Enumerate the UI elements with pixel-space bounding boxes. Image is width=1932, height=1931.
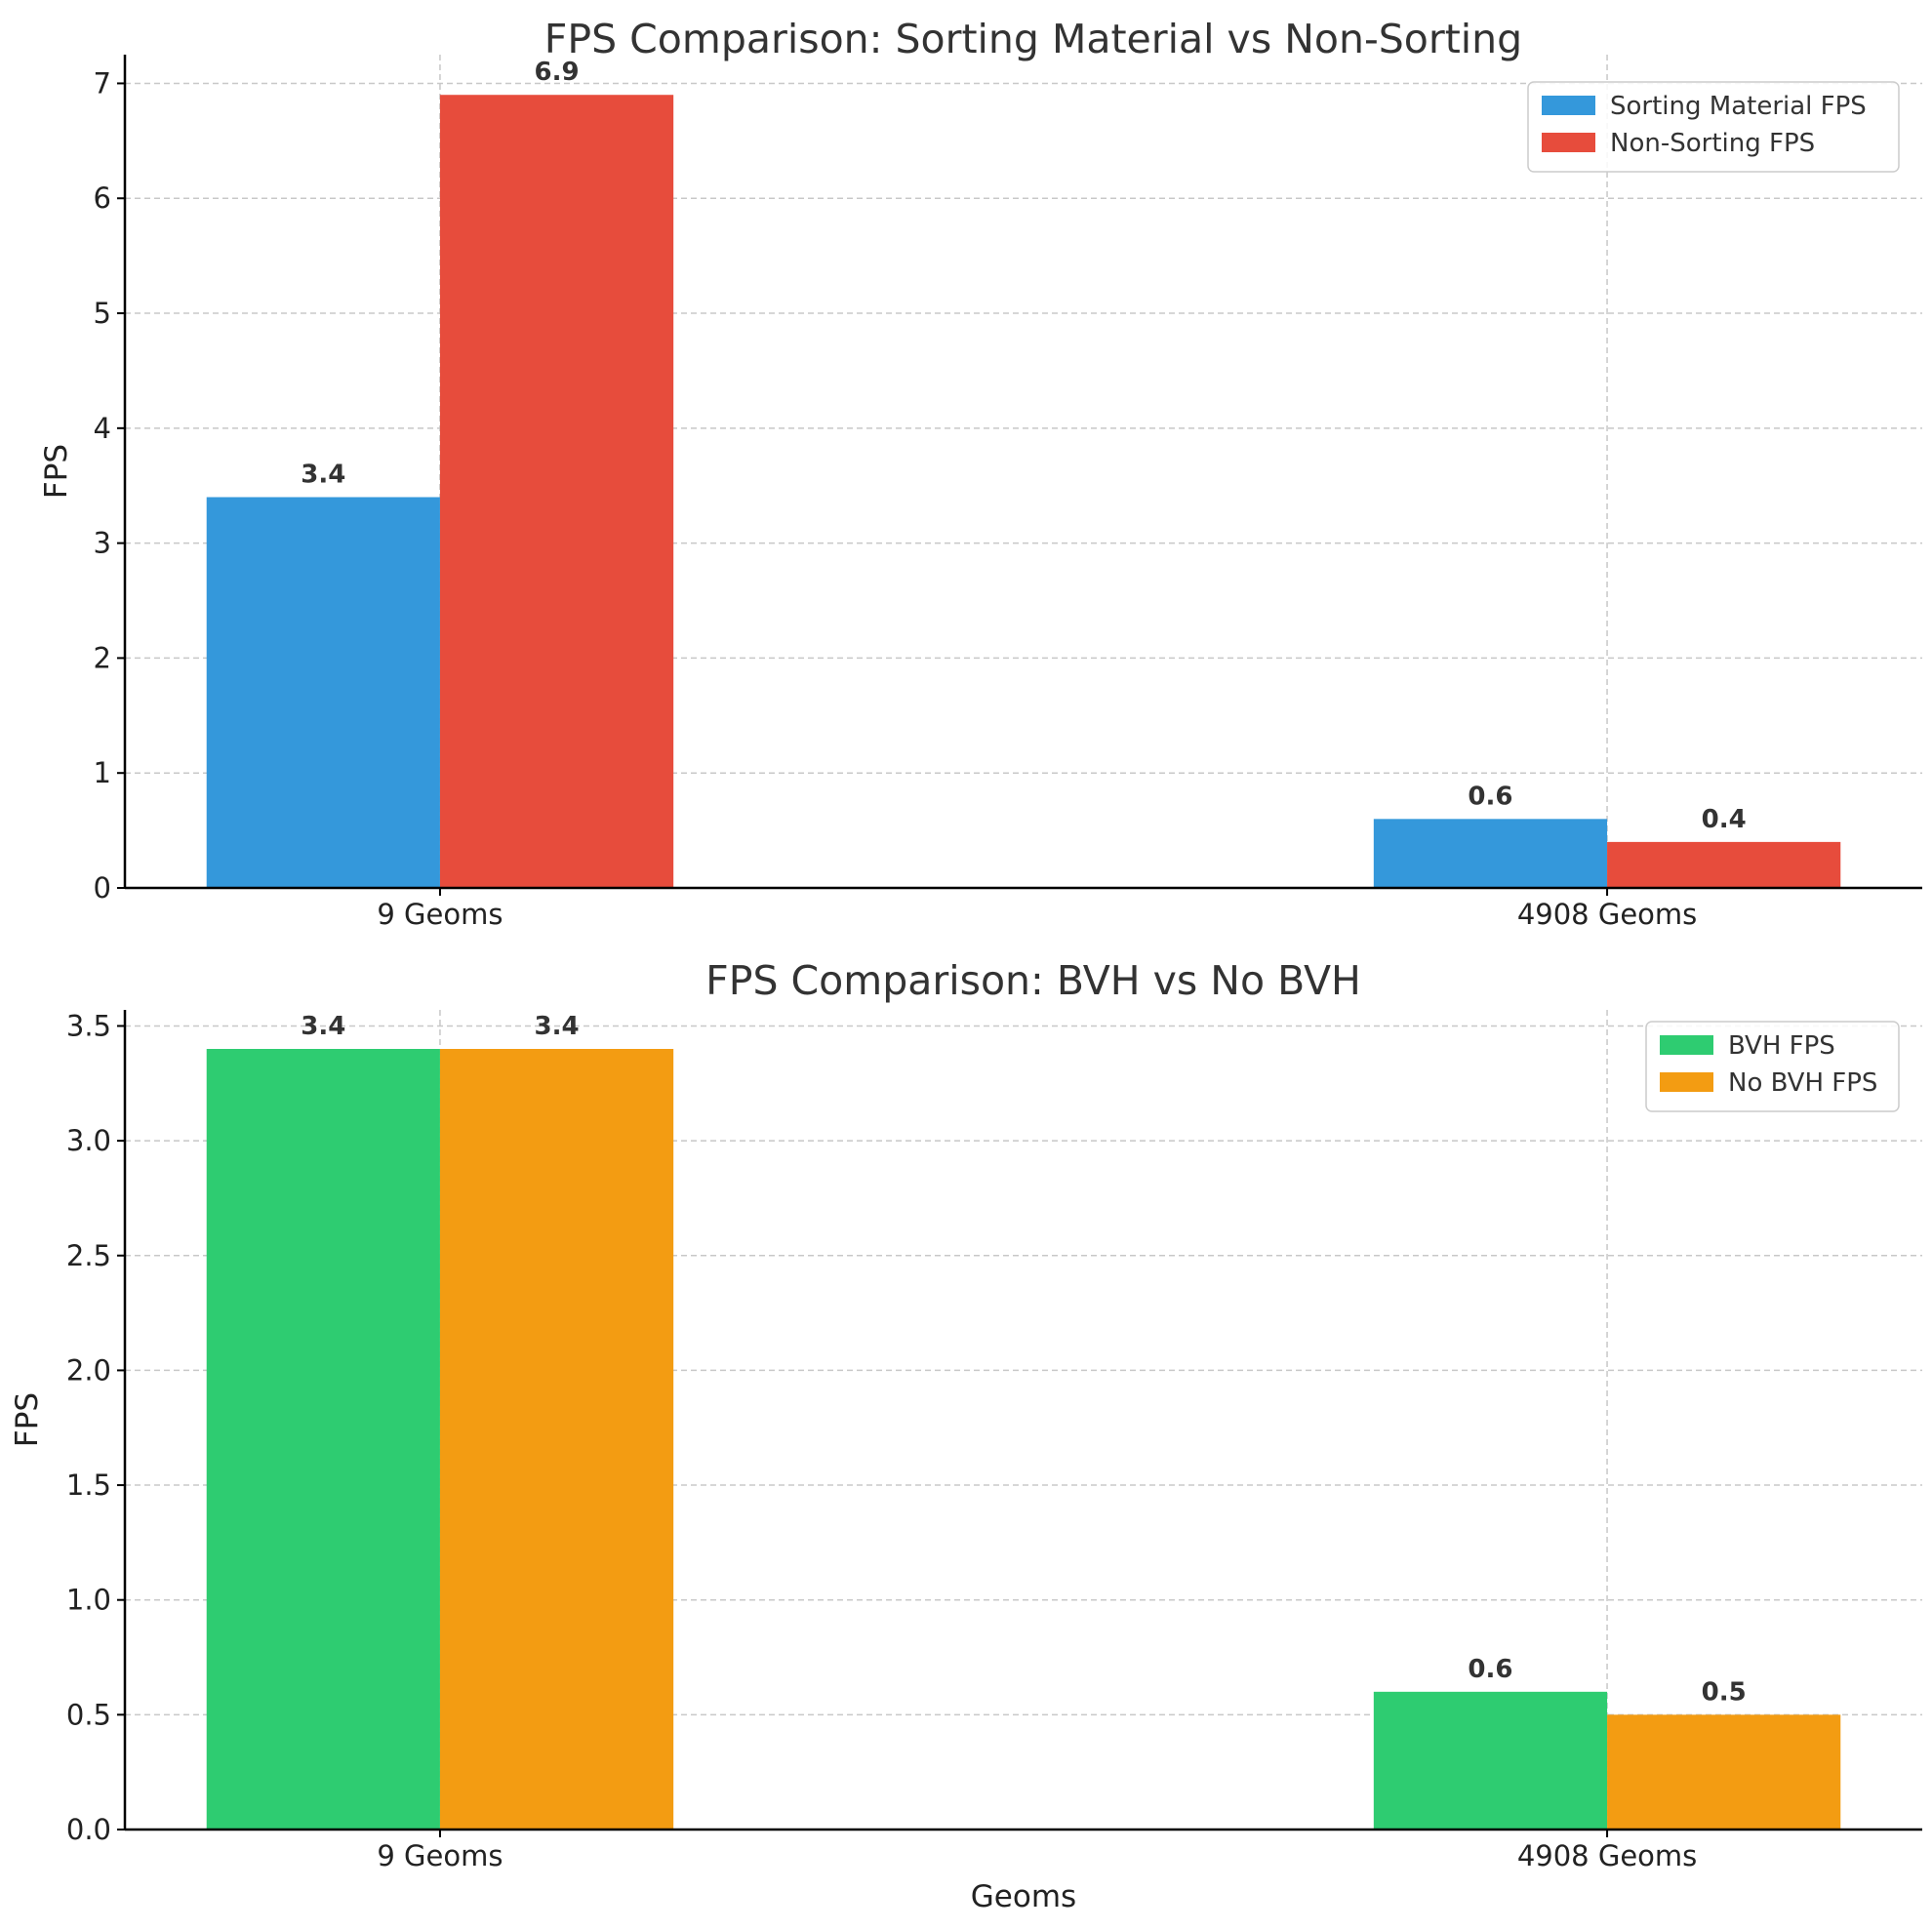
y-tick-label: 7 xyxy=(94,66,111,100)
legend-label: BVH FPS xyxy=(1728,1031,1835,1061)
y-tick-label: 1.0 xyxy=(66,1584,111,1617)
y-tick-label: 0 xyxy=(94,871,111,905)
data-label: 3.4 xyxy=(535,1012,580,1041)
y-axis-label: FPS xyxy=(10,1392,45,1447)
legend-swatch xyxy=(1542,96,1595,115)
legend-label: No BVH FPS xyxy=(1728,1068,1877,1098)
bar xyxy=(439,1049,674,1830)
data-label: 3.4 xyxy=(301,1012,345,1041)
data-label: 6.9 xyxy=(535,58,580,87)
legend-swatch xyxy=(1542,133,1595,152)
x-axis-label: Geoms xyxy=(971,1879,1076,1914)
chart-title: FPS Comparison: BVH vs No BVH xyxy=(705,957,1361,1004)
bar xyxy=(1607,1714,1841,1830)
legend-swatch xyxy=(1660,1035,1713,1055)
bar xyxy=(1607,841,1841,888)
chart-panel-sorting: 3.4 0.6 6.9 0.4 0 1 2 3 4 5 6 7 9 Geoms 4908 Geoms FPS… xyxy=(39,16,1922,931)
y-tick-label: 3.0 xyxy=(66,1124,111,1157)
y-tick-label: 3 xyxy=(94,527,111,560)
x-tick-label: 4908 Geoms xyxy=(1517,898,1697,931)
legend-label: Sorting Material FPS xyxy=(1610,92,1867,121)
y-tick-label: 3.5 xyxy=(66,1009,111,1042)
bar xyxy=(1373,1691,1608,1830)
bar xyxy=(206,497,440,888)
y-tick-label: 2.0 xyxy=(66,1353,111,1387)
y-tick-label: 4 xyxy=(94,412,111,445)
y-axis-label: FPS xyxy=(39,444,74,499)
x-tick-label: 9 Geoms xyxy=(377,1839,503,1872)
data-label: 0.6 xyxy=(1468,782,1512,811)
y-tick-label: 1 xyxy=(94,756,111,789)
data-label: 3.4 xyxy=(301,461,345,490)
y-tick-label: 2 xyxy=(94,641,111,674)
legend-box xyxy=(1527,81,1900,173)
y-tick-label: 0.0 xyxy=(66,1813,111,1846)
data-label: 0.5 xyxy=(1702,1677,1747,1707)
chart-panel-bvh: 3.4 0.6 3.4 0.5 0.0 0.5 1.0 1.5 2.0 2.5 3.0 3.5 9 Ge… xyxy=(10,957,1922,1914)
x-tick-label: 4908 Geoms xyxy=(1517,1839,1697,1872)
bar xyxy=(1373,819,1608,888)
y-tick-label: 6 xyxy=(94,181,111,215)
legend-label: Non-Sorting FPS xyxy=(1610,129,1815,158)
y-tick-label: 0.5 xyxy=(66,1698,111,1731)
bar xyxy=(206,1049,440,1830)
legend-swatch xyxy=(1660,1072,1713,1092)
x-tick-label: 9 Geoms xyxy=(377,898,503,931)
data-label: 0.4 xyxy=(1702,805,1747,834)
data-label: 0.6 xyxy=(1468,1655,1512,1684)
y-tick-label: 5 xyxy=(94,297,111,330)
bar xyxy=(439,95,674,888)
chart-title: FPS Comparison: Sorting Material vs Non-… xyxy=(544,16,1522,62)
y-tick-label: 2.5 xyxy=(66,1239,111,1272)
y-tick-label: 1.5 xyxy=(66,1468,111,1502)
